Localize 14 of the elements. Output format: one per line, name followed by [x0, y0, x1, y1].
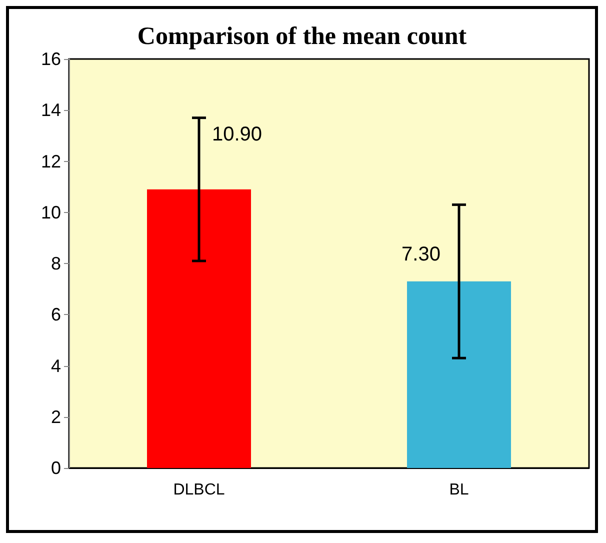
y-tick-label: 4	[50, 356, 61, 376]
y-tick-label: 0	[50, 458, 61, 478]
chart-title: Comparison of the mean count	[137, 23, 468, 50]
y-tick-label: 6	[50, 304, 61, 325]
x-tick-label: DLBCL	[173, 482, 225, 498]
y-tick-label: 12	[40, 151, 61, 172]
x-tick-label: BL	[449, 482, 469, 498]
y-tick-label: 8	[50, 254, 61, 274]
y-tick-label: 16	[40, 49, 61, 69]
y-tick-label: 14	[40, 100, 61, 120]
data-label: 7.30	[402, 243, 440, 266]
y-tick-label: 10	[40, 202, 61, 222]
y-tick-label: 2	[50, 406, 61, 427]
data-label: 10.90	[212, 123, 262, 146]
